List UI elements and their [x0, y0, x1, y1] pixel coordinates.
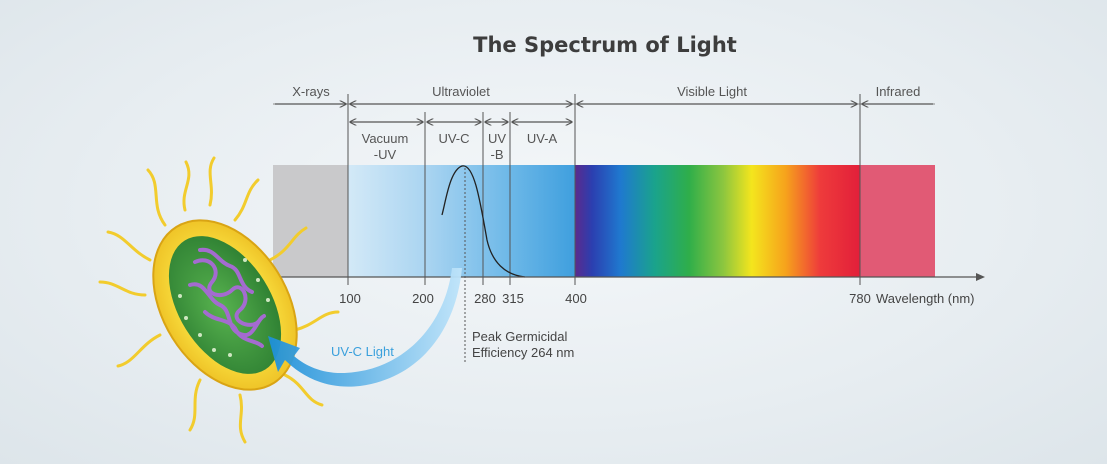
- axis-arrowhead: [976, 273, 985, 281]
- tick-label: 200: [412, 291, 434, 306]
- germicidal-curve: [441, 165, 526, 278]
- bacterium-illustration: [98, 156, 340, 444]
- region-label-visible: Visible Light: [677, 84, 747, 99]
- tick-label: 780: [849, 291, 871, 306]
- tick-label: 100: [339, 291, 361, 306]
- tick-label: 315: [502, 291, 524, 306]
- diagram-title: The Spectrum of Light: [473, 33, 737, 57]
- band-label-uva: UV-A: [527, 131, 558, 146]
- tick-label: 400: [565, 291, 587, 306]
- division-lines: [347, 94, 861, 285]
- tick-label: 280: [474, 291, 496, 306]
- band-label-uvb-line1: UV: [488, 131, 506, 146]
- peak-annotation-line2: Efficiency 264 nm: [472, 345, 574, 360]
- band-label-uvb-line2: -B: [491, 147, 504, 162]
- uv-band-row: Vacuum -UV UV-C UV -B UV-A: [350, 122, 572, 162]
- spectrum-bar: [273, 165, 935, 277]
- band-visible: [575, 165, 860, 277]
- band-label-vacuum-line2: -UV: [374, 147, 397, 162]
- uvc-light-arrow: [268, 268, 462, 387]
- band-label-vacuum-line1: Vacuum: [362, 131, 409, 146]
- region-label-xrays: X-rays: [292, 84, 330, 99]
- tick-labels: 100 200 280 315 400 780 Wavelength (nm): [339, 291, 974, 306]
- band-xrays: [273, 165, 348, 277]
- region-label-ultraviolet: Ultraviolet: [432, 84, 490, 99]
- bacterium-granules: [178, 258, 270, 357]
- axis-unit-label: Wavelength (nm): [876, 291, 975, 306]
- bacterium-dna: [188, 247, 266, 348]
- band-infrared: [860, 165, 935, 277]
- region-row: X-rays Ultraviolet Visible Light Infrare…: [273, 84, 935, 104]
- band-ultraviolet: [348, 165, 575, 277]
- peak-annotation-line1: Peak Germicidal: [472, 329, 567, 344]
- bacterium-flagella: [98, 156, 340, 444]
- region-label-infrared: Infrared: [876, 84, 921, 99]
- uvc-light-label: UV-C Light: [331, 344, 394, 359]
- band-label-uvc: UV-C: [438, 131, 469, 146]
- bacterium-cytoplasm: [168, 236, 282, 374]
